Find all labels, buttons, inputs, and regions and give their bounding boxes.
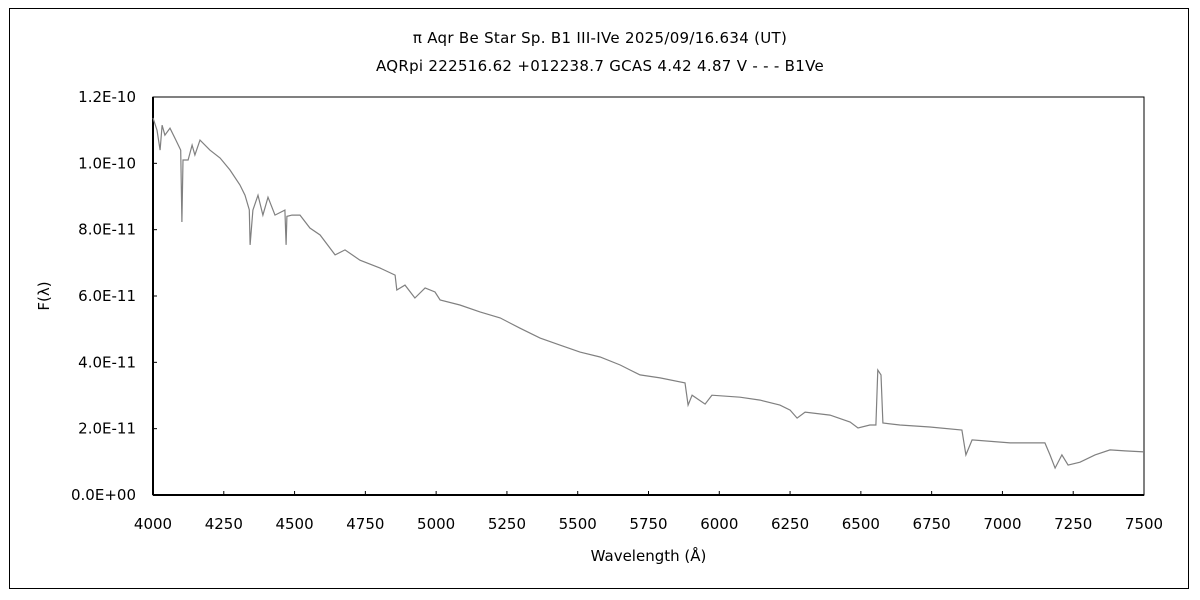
x-tick-label: 7250 (1054, 515, 1092, 533)
x-tick-label: 4000 (134, 515, 172, 533)
x-tick-label: 5750 (629, 515, 667, 533)
y-tick-label: 4.0E-11 (78, 353, 136, 371)
y-tick-label: 6.0E-11 (78, 287, 136, 305)
x-tick-label: 4250 (205, 515, 243, 533)
chart-subtitle: AQRpi 222516.62 +012238.7 GCAS 4.42 4.87… (375, 57, 825, 75)
y-tick-label: 0.0E+00 (71, 486, 136, 504)
chart-frame (9, 8, 1189, 589)
x-tick-label: 6250 (771, 515, 809, 533)
x-tick-label: 5000 (417, 515, 455, 533)
x-tick-label: 6000 (700, 515, 738, 533)
x-tick-label: 4750 (346, 515, 384, 533)
x-tick-label: 5250 (488, 515, 526, 533)
y-tick-label: 1.0E-10 (78, 154, 136, 172)
x-axis-label: Wavelength (Å) (591, 546, 707, 565)
x-tick-label: 7500 (1125, 515, 1163, 533)
x-tick-label: 6500 (842, 515, 880, 533)
spectrum-line (152, 117, 1145, 470)
x-tick-label: 4500 (275, 515, 313, 533)
y-tick-label: 1.2E-10 (78, 88, 136, 106)
y-tick-label: 2.0E-11 (78, 420, 136, 438)
chart-title: π Aqr Be Star Sp. B1 III-IVe 2025/09/16.… (412, 29, 788, 47)
plot-area (152, 96, 1145, 496)
x-tick-label: 5500 (559, 515, 597, 533)
x-tick-label: 7000 (983, 515, 1021, 533)
x-tick-label: 6750 (913, 515, 951, 533)
y-axis-label: F(λ) (35, 281, 53, 310)
y-tick-label: 8.0E-11 (78, 221, 136, 239)
